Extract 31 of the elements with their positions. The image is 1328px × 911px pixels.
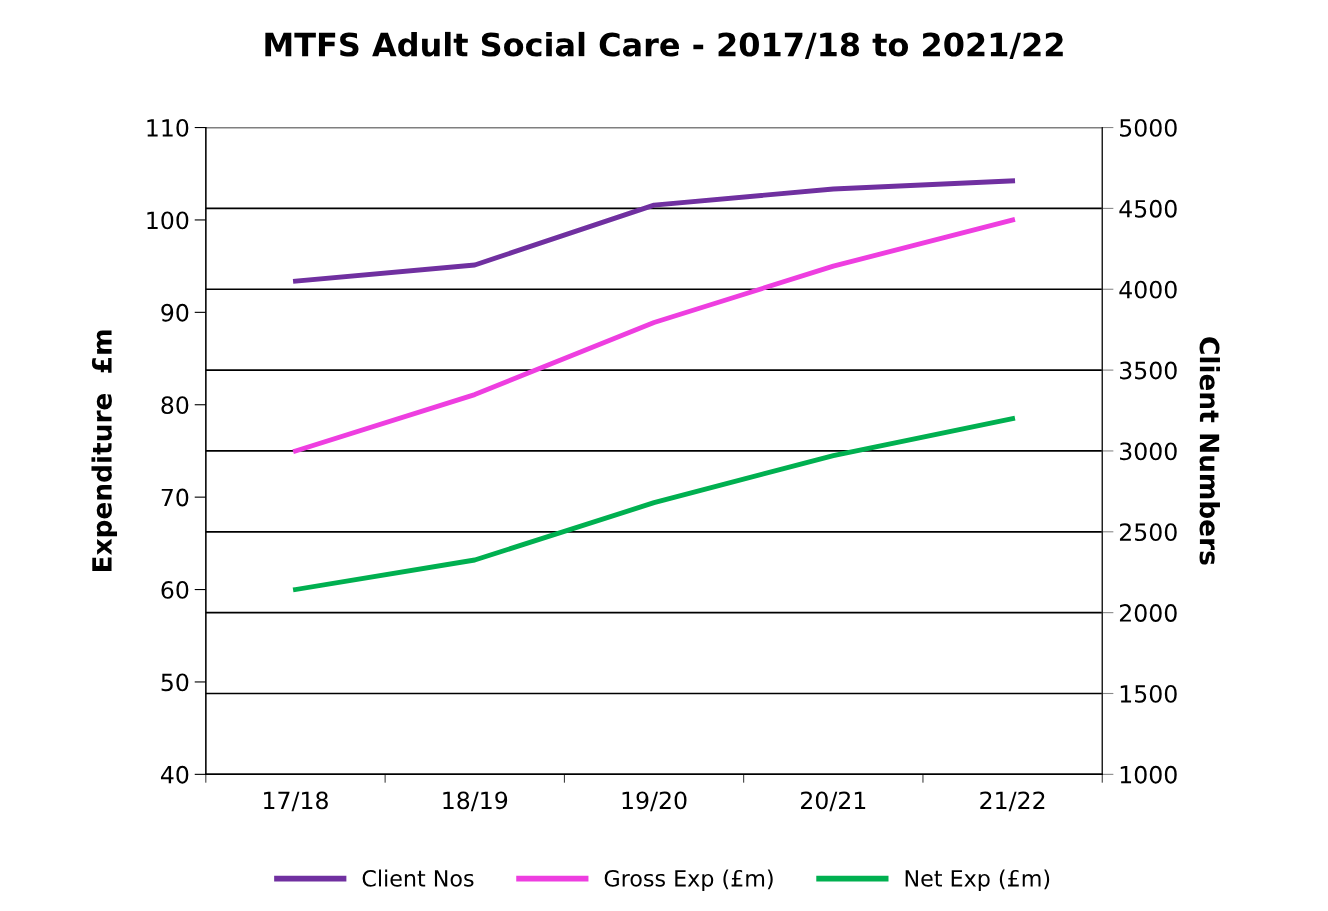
y2-tick-label: 2000 [1119, 604, 1177, 622]
y-tick-label: 100 [147, 211, 189, 230]
line-series [293, 416, 1016, 592]
y-axis-title: Expenditure £m [91, 330, 118, 572]
legend-label: Gross Exp (£m) [604, 869, 773, 891]
y2-tick-label: 3500 [1120, 361, 1177, 380]
y-tick-label: 80 [161, 396, 189, 415]
y-tick-label: 70 [161, 488, 189, 507]
legend-label: Net Exp (£m) [905, 869, 1050, 891]
x-tick-label: 18/19 [443, 791, 508, 812]
x-tick-label: 17/18 [264, 791, 328, 812]
y-tick-label: 60 [161, 580, 189, 599]
x-tick-label: 20/21 [801, 791, 866, 812]
x-tick-label: 19/20 [622, 791, 687, 812]
line-series [293, 178, 1016, 284]
y2-tick-label: 4000 [1119, 280, 1177, 299]
legend-label: Client Nos [362, 869, 474, 887]
y-tick-label: 110 [147, 118, 189, 137]
x-tick-label: 21/22 [980, 791, 1045, 812]
chart-title: MTFS Adult Social Care - 2017/18 to 2021/22 [265, 31, 1063, 60]
y2-tick-label: 1500 [1120, 684, 1177, 703]
y2-tick-label: 2500 [1119, 523, 1177, 542]
y2-tick-label: 3000 [1120, 442, 1177, 461]
y2-tick-label: 4500 [1119, 199, 1177, 218]
y2-tick-label: 1000 [1120, 765, 1177, 784]
y2-tick-label: 5000 [1120, 118, 1177, 137]
y-tick-label: 40 [160, 765, 189, 784]
line-series [293, 217, 1016, 454]
y2-axis-title: Client Numbers [1199, 337, 1220, 565]
y-tick-label: 90 [161, 303, 189, 322]
y-tick-label: 50 [161, 673, 189, 692]
